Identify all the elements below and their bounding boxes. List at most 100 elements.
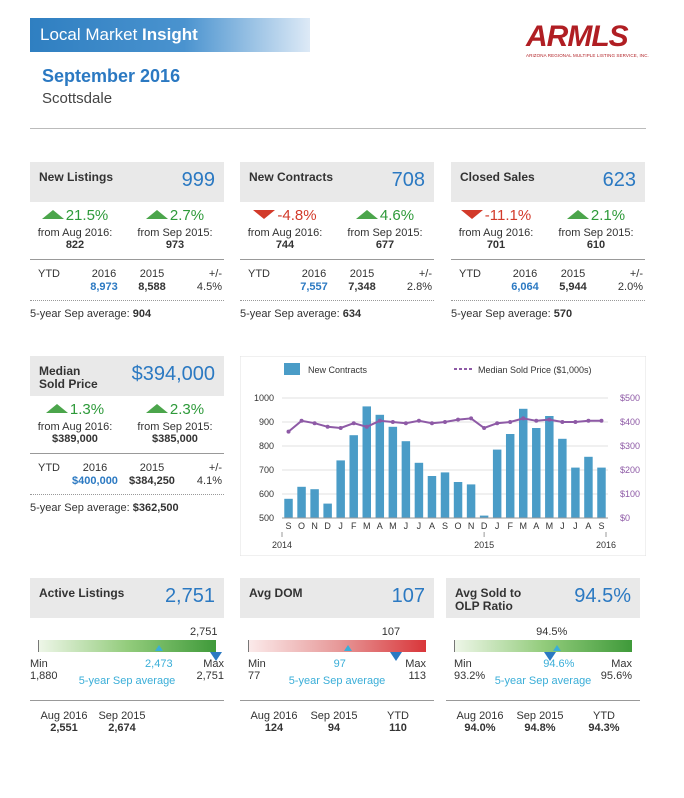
bar bbox=[571, 467, 580, 518]
price-point bbox=[403, 421, 408, 426]
change-pct: 1.3% bbox=[69, 401, 105, 418]
bar bbox=[336, 460, 345, 518]
card-header: Avg DOM 107 bbox=[240, 578, 434, 618]
ytd-year2: 2015 $384,250 bbox=[129, 462, 175, 487]
ytd-change: +/- 2.8% bbox=[406, 268, 432, 293]
price-point bbox=[599, 418, 604, 423]
bar bbox=[414, 462, 424, 518]
closed-sales-card: Closed Sales 623 -11.1% from Aug 2016: 7… bbox=[451, 162, 645, 322]
year-label: 2014 bbox=[272, 540, 292, 550]
price-point bbox=[312, 421, 317, 426]
price-point bbox=[560, 420, 565, 424]
up-arrow-icon bbox=[566, 210, 589, 219]
change-pct: -4.8% bbox=[277, 207, 317, 224]
year-label: 2015 bbox=[474, 540, 494, 550]
x-tick-label: J bbox=[417, 521, 422, 531]
page-subtitle: Scottsdale bbox=[42, 90, 113, 107]
stat-prev-year: Sep 2015 2,674 bbox=[98, 710, 146, 734]
new-listings-card: New Listings 999 21.5% from Aug 2016: 82… bbox=[30, 162, 224, 322]
change-month: 1.3% from Aug 2016: $389,000 bbox=[30, 401, 120, 446]
change-year: 2.3% from Sep 2015: $385,000 bbox=[130, 402, 220, 446]
ytd-label: YTD bbox=[248, 268, 270, 280]
price-point bbox=[482, 426, 487, 430]
ytd-change: +/- 2.0% bbox=[617, 268, 643, 293]
x-tick-label: O bbox=[455, 521, 462, 531]
divider bbox=[446, 700, 640, 701]
bar bbox=[519, 408, 528, 518]
y-left-tick-label: 700 bbox=[259, 465, 274, 475]
price-point bbox=[364, 424, 369, 429]
bar bbox=[375, 414, 385, 518]
bar bbox=[558, 438, 567, 518]
x-tick-label: D bbox=[481, 521, 488, 531]
divider bbox=[240, 259, 434, 260]
stat-prev-year: Sep 2015 94.8% bbox=[516, 710, 564, 734]
gauge-marker-icon bbox=[544, 652, 557, 661]
card-label: New Contracts bbox=[249, 170, 334, 184]
change-value: 822 bbox=[65, 239, 85, 251]
bar bbox=[466, 484, 476, 518]
card-value: 2,751 bbox=[164, 585, 215, 607]
x-tick-label: F bbox=[351, 521, 357, 531]
bar bbox=[284, 498, 293, 518]
x-tick-label: N bbox=[468, 521, 475, 531]
price-point bbox=[508, 420, 513, 424]
stat-prev-month: Aug 2016 124 bbox=[250, 710, 298, 734]
card-value: 107 bbox=[391, 585, 425, 607]
change-year: 2.1% from Sep 2015: 610 bbox=[551, 208, 641, 252]
y-left-tick-label: 900 bbox=[259, 417, 274, 427]
change-month: 21.5% from Aug 2016: 822 bbox=[30, 208, 120, 252]
ytd-year2: 2015 8,588 bbox=[138, 268, 166, 293]
dotted-divider bbox=[30, 494, 224, 495]
stat-ytd: YTD 110 bbox=[387, 710, 409, 734]
divider bbox=[30, 259, 224, 260]
banner: Local Market Insight bbox=[30, 18, 310, 52]
change-year: 4.6% from Sep 2015: 677 bbox=[340, 208, 430, 252]
change-label: from Aug 2016: bbox=[37, 421, 113, 433]
card-header: Active Listings 2,751 bbox=[30, 578, 224, 618]
card-value: 708 bbox=[391, 169, 425, 191]
gauge-max: Max 2,751 bbox=[196, 658, 224, 682]
gauge-average-label: 5-year Sep average bbox=[78, 675, 176, 687]
five-year-average: 5-year Sep average: 904 bbox=[30, 308, 152, 320]
dotted-divider bbox=[30, 300, 224, 301]
avg-sold-olp-card: Avg Sold to OLP Ratio 94.5% 94.5% Min 93.2… bbox=[446, 578, 640, 748]
card-value: 999 bbox=[181, 169, 215, 191]
bar bbox=[310, 489, 319, 518]
bar bbox=[401, 441, 411, 518]
gauge: 2,751 Min 1,880 Max 2,751 2,473 5-year Sep… bbox=[30, 624, 224, 704]
price-point bbox=[521, 416, 526, 421]
up-arrow-icon bbox=[145, 404, 168, 413]
page-title: September 2016 bbox=[42, 66, 181, 86]
x-tick-label: J bbox=[338, 521, 343, 531]
price-point bbox=[377, 418, 382, 423]
ytd-year2: 2015 7,348 bbox=[348, 268, 376, 293]
price-point bbox=[547, 417, 552, 422]
x-tick-label: F bbox=[507, 521, 513, 531]
logo-subtext: ARIZONA REGIONAL MULTIPLE LISTING SERVIC… bbox=[526, 53, 649, 58]
y-right-tick-label: $0 bbox=[620, 513, 630, 523]
change-value: 610 bbox=[586, 239, 606, 251]
change-label: from Aug 2016: bbox=[37, 227, 113, 239]
x-tick-label: S bbox=[442, 521, 448, 531]
ytd-label: YTD bbox=[38, 462, 60, 474]
card-label: Avg DOM bbox=[249, 586, 303, 600]
card-value: 94.5% bbox=[574, 585, 631, 607]
price-point bbox=[429, 421, 434, 426]
bar bbox=[597, 467, 606, 518]
gauge-min: Min 93.2% bbox=[454, 658, 486, 682]
divider bbox=[451, 259, 645, 260]
five-year-average: 5-year Sep average: 570 bbox=[451, 308, 573, 320]
bar bbox=[323, 503, 332, 518]
price-point bbox=[443, 420, 447, 424]
bar bbox=[492, 449, 502, 518]
gauge-average-label: 5-year Sep average bbox=[494, 675, 592, 687]
card-header: New Contracts 708 bbox=[240, 162, 434, 202]
gauge-marker-label: 94.5% bbox=[536, 626, 568, 638]
ytd-year1: 2016 6,064 bbox=[511, 268, 539, 293]
y-right-tick-label: $400 bbox=[620, 417, 640, 427]
divider bbox=[240, 700, 434, 701]
price-point bbox=[586, 418, 591, 423]
change-month: -11.1% from Aug 2016: 701 bbox=[451, 208, 541, 252]
price-point bbox=[456, 417, 461, 422]
